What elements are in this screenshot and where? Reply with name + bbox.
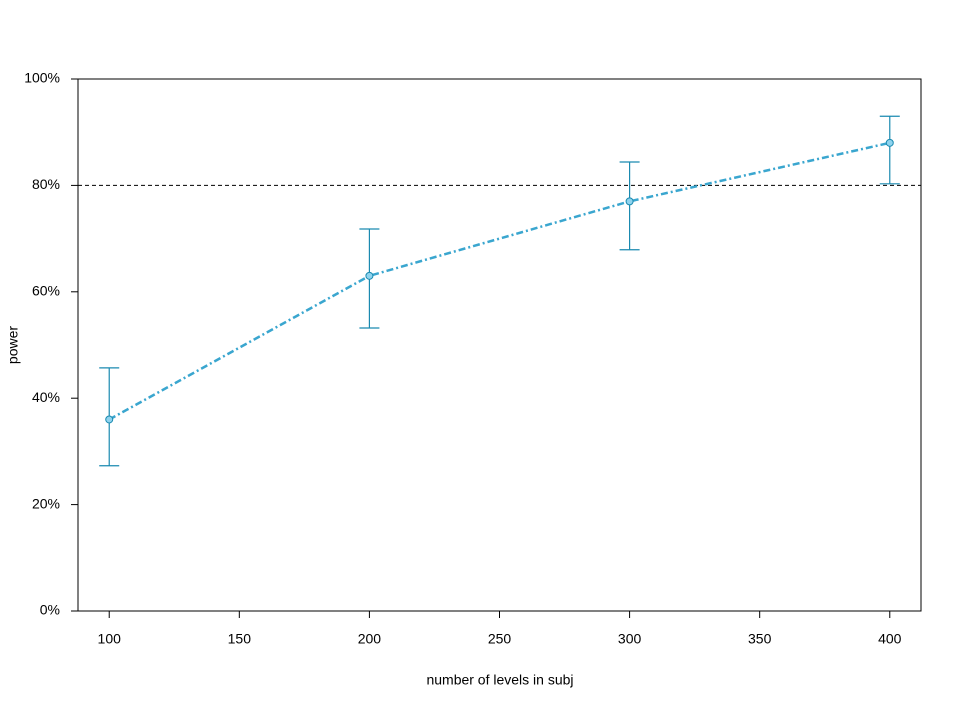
y-tick-label: 60% xyxy=(32,283,60,299)
x-tick-label: 350 xyxy=(748,631,772,647)
plot-box xyxy=(77,78,922,612)
x-tick-label: 150 xyxy=(228,631,252,647)
x-tick-label: 400 xyxy=(878,631,902,647)
error-bar xyxy=(619,161,640,251)
error-bar xyxy=(879,115,900,185)
x-tick-label: 100 xyxy=(98,631,122,647)
line xyxy=(108,141,891,421)
y-axis-label: power xyxy=(5,326,21,364)
y-tick-label: 100% xyxy=(24,70,60,86)
y-tick-label: 0% xyxy=(40,602,60,618)
point xyxy=(625,197,634,206)
x-tick-label: 200 xyxy=(358,631,382,647)
point xyxy=(885,138,894,147)
x-tick-label: 250 xyxy=(488,631,512,647)
y-tick-label: 80% xyxy=(32,176,60,192)
y-tick-label: 20% xyxy=(32,495,60,511)
x-axis-label: number of levels in subj xyxy=(426,672,573,688)
point xyxy=(105,415,114,424)
x-tick-label: 300 xyxy=(618,631,642,647)
point xyxy=(365,271,374,280)
y-tick-label: 40% xyxy=(32,389,60,405)
